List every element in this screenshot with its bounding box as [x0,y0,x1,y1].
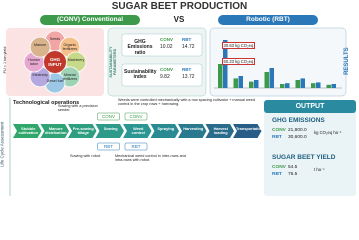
rbt-note: Sowing with robot. [70,154,102,158]
process-step-label: Sowing [103,126,118,131]
result-bar [218,64,223,88]
output-conv-value: 21,800.0 [288,128,307,133]
result-bar [316,82,321,88]
process-step-label: Harvest loading [213,126,228,136]
process-step [205,124,234,138]
sustainability-label: SUSTAINABILITY PARAMETERS [109,46,117,78]
process-step-label: Transportation [236,126,264,131]
results-label: RESULTS [343,47,350,75]
input-label: Human labor [28,58,40,66]
infographic: SUGAR BEET PRODUCTION (CONV) Conventional… [0,1,356,196]
output-conv-value: 54.5 [288,165,298,170]
process-step [40,124,69,138]
input-center-text: GHG INPUT [48,57,62,67]
conv-header-text: (CONV) Conventional [56,15,124,23]
input-petal [29,36,51,58]
output-header [264,100,356,113]
title: SUGAR BEET PRODUCTION [111,1,248,12]
process-step-label: Pre-sowing tillage [72,126,94,136]
rbt-tag-text: RBT [131,143,141,149]
input-label: Machinery [67,58,85,62]
rbt-tag [97,142,120,151]
output-rbt-value: 76.5 [288,172,298,177]
rbt-header [218,15,318,25]
param-name: Sustainability index [124,69,157,81]
output-conv: CONV [272,165,286,170]
param-rbt-value: 13.72 [182,74,195,80]
fu-label: FU = 1 ton yield [3,46,8,74]
input-label: Manure [34,43,47,48]
process-step-label: Stubble cultivation [18,126,38,136]
rbt-header-text: Robotic (RBT) [246,15,290,23]
rbt-note: Mechanical weed control in inter-rows an… [115,154,186,162]
process-step [68,124,97,138]
process-step [233,124,262,138]
input-label: Diesel fuel [46,79,64,83]
result-bar [300,78,305,88]
param-name: GHG Emissions ratio [127,39,153,56]
process-step-label: Spraying [157,126,175,131]
param-rbt: RBT [182,37,192,42]
process-step [123,124,152,138]
output-rbt: RBT [272,135,282,140]
output-conv: CONV [272,128,286,133]
operations-title: Technological operations [13,100,80,106]
result-bar [331,84,336,88]
param-conv: CONV [160,67,174,72]
result-annotation: 60.23 kg CO₂eq [222,58,255,66]
input-label: Seeds [49,37,61,41]
conv-header [40,15,140,25]
output-unit: kg CO₂eq ha⁻¹ [314,130,342,135]
conv-tag [124,112,148,121]
result-bar [264,72,269,88]
result-bar [326,84,331,88]
param-conv-value: 9.82 [160,74,170,80]
vs: VS [173,14,185,24]
conv-note: Weeds were controlled mechanically with … [118,98,256,106]
result-bar [233,78,238,88]
result-bar [269,68,274,88]
side-label: Life Cycle Assessment [0,121,5,167]
param-conv-value: 10.02 [160,44,173,50]
input-label: Mineral fertilizers [62,72,78,81]
result-bar [249,81,254,88]
process-step [178,124,207,138]
process-step-label: Manure distribution [45,126,67,136]
input-label: Electricity [32,72,48,77]
rbt-tag-text: RBT [104,143,113,149]
output-panel [264,100,356,196]
rbt-tag [124,142,148,151]
output-heading: GHG EMISSIONS [272,117,325,124]
process-step [150,124,179,138]
result-bar [295,80,300,88]
param-row [121,33,203,57]
process-step [95,124,124,138]
param-rbt: RBT [182,67,192,72]
result-bar [280,84,285,88]
conv-tag-text: CONV [129,113,143,119]
output-rbt: RBT [272,172,282,177]
param-rbt-value: 14.72 [182,44,195,50]
output-unit: t ha⁻¹ [314,167,325,172]
output-title: OUTPUT [295,103,325,110]
input-center [44,51,66,73]
conv-tag-text: CONV [101,113,115,119]
process-step-label: Harvesting [183,126,204,131]
conv-tag [97,112,120,121]
conv-note: Sowing with a precision seeder. [58,104,98,112]
param-conv: CONV [160,37,174,42]
input-label: Organic fertilizers [62,43,78,51]
result-bar [254,80,259,88]
result-bar [238,76,243,88]
result-bar [285,83,290,88]
param-row [121,63,203,87]
result-bar [311,83,316,88]
process-step [13,124,42,138]
process-step-label: Weed control [131,126,145,136]
output-heading: SUGAR BEET YIELD [272,154,336,161]
output-rbt-value: 30,600.0 [288,135,307,140]
result-annotation: 30.63 kg CO₂eq [222,42,255,50]
